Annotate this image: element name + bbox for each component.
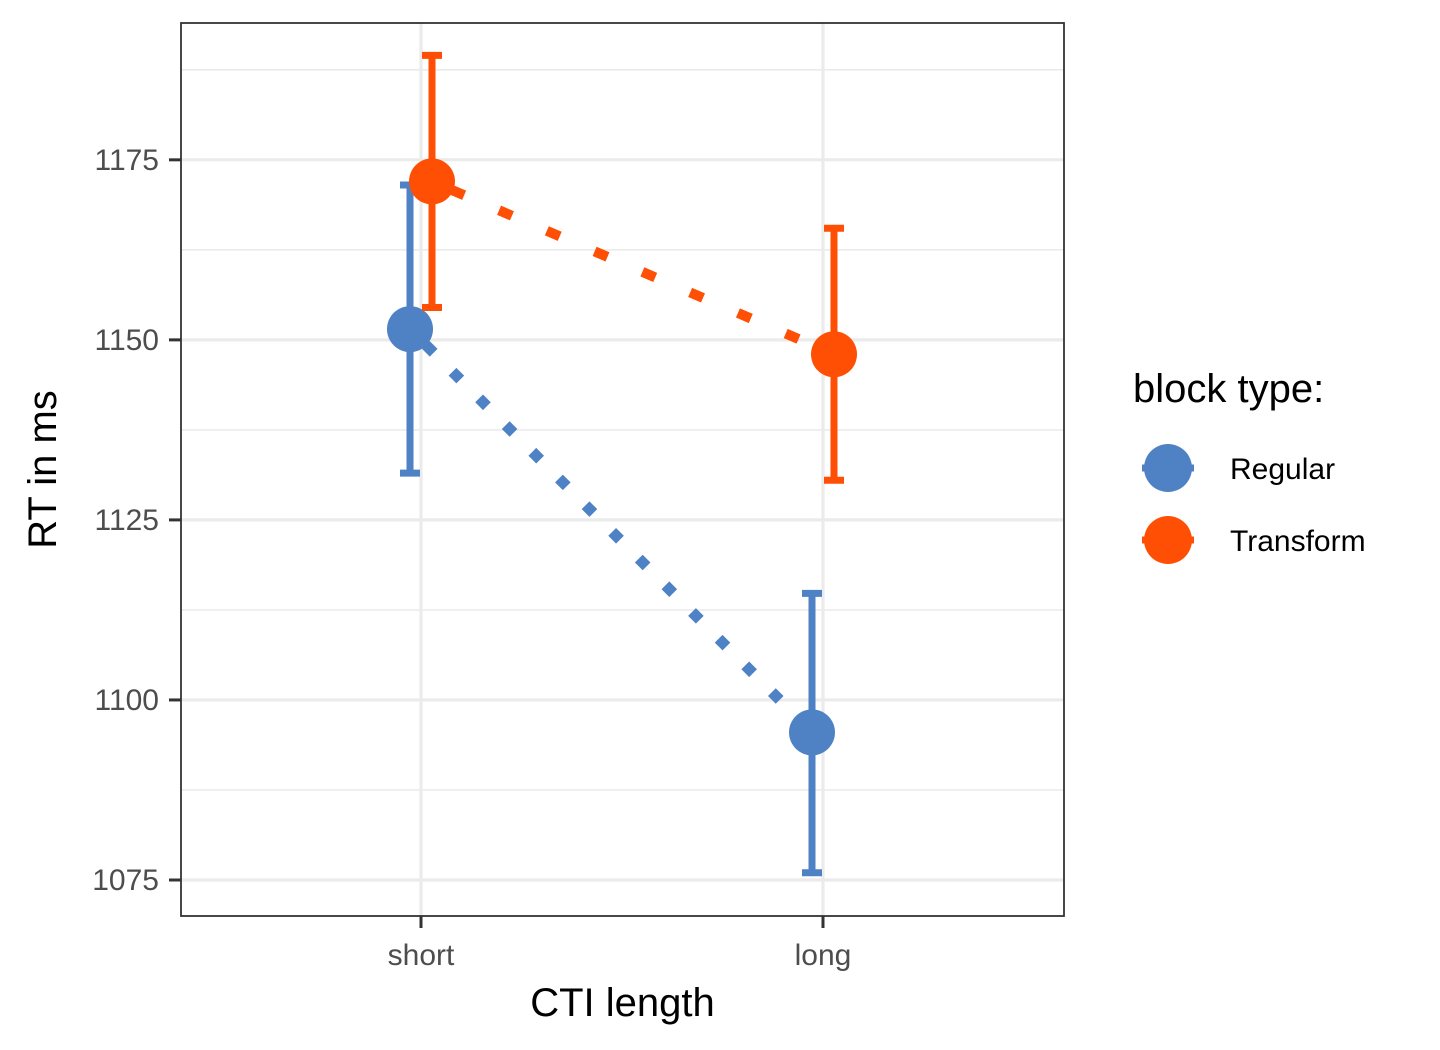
- connector-dot: [501, 421, 518, 437]
- connector-dot: [448, 367, 465, 384]
- connector-dash: [640, 267, 658, 283]
- series-layer: [387, 51, 857, 877]
- legend-label: Transform: [1230, 525, 1366, 558]
- y-tick-label: 1150: [94, 324, 159, 357]
- legend-key-point: [1144, 444, 1192, 492]
- connector-dot: [661, 581, 678, 597]
- connector-dot: [634, 554, 651, 571]
- connector-dash: [688, 287, 705, 303]
- legend-label: Regular: [1230, 453, 1335, 486]
- connector-dash: [592, 246, 610, 262]
- y-tick-label: 1125: [94, 504, 159, 537]
- connector-dash: [497, 205, 514, 221]
- axes: 1075 1100 1125 1150 1175 short long: [92, 144, 851, 972]
- connector-dash: [544, 226, 562, 241]
- panel-border: [180, 22, 1065, 917]
- connector-dot: [475, 394, 491, 411]
- y-tick-label: 1175: [94, 144, 159, 177]
- x-tick-label: short: [388, 939, 455, 972]
- x-axis-title: CTI length: [530, 981, 715, 1025]
- legend-title: block type:: [1133, 367, 1324, 411]
- connector-dash: [735, 308, 753, 324]
- legend-item-regular: Regular: [1142, 444, 1335, 492]
- data-point: [789, 709, 835, 756]
- legend-item-transform: Transform: [1142, 516, 1366, 564]
- y-tick-label: 1100: [94, 684, 159, 717]
- series-regular: [387, 181, 835, 877]
- data-point: [387, 306, 433, 353]
- connector-dot: [528, 447, 545, 464]
- legend: block type: Regular Transform: [1133, 367, 1366, 564]
- y-axis-title: RT in ms: [21, 390, 65, 549]
- legend-key-point: [1144, 516, 1192, 564]
- connector-dash: [783, 328, 801, 344]
- y-tick-label: 1075: [92, 864, 159, 897]
- connector-dot: [741, 661, 757, 678]
- x-tick-label: long: [795, 939, 852, 972]
- connector-dot: [608, 528, 624, 544]
- connector-dot: [714, 634, 731, 651]
- data-point: [811, 331, 857, 378]
- connector-dot: [555, 474, 571, 491]
- connector-dot: [581, 501, 598, 517]
- data-point: [409, 158, 455, 205]
- grid: [181, 23, 1064, 916]
- connector-dot: [688, 608, 704, 624]
- series-transform: [409, 51, 857, 484]
- legend-items: Regular Transform: [1142, 444, 1366, 564]
- connector-dot: [767, 688, 784, 704]
